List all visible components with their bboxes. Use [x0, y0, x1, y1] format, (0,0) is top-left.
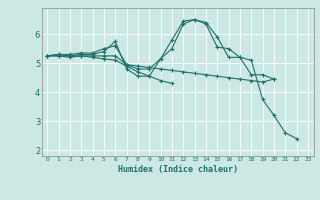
X-axis label: Humidex (Indice chaleur): Humidex (Indice chaleur) [118, 165, 237, 174]
